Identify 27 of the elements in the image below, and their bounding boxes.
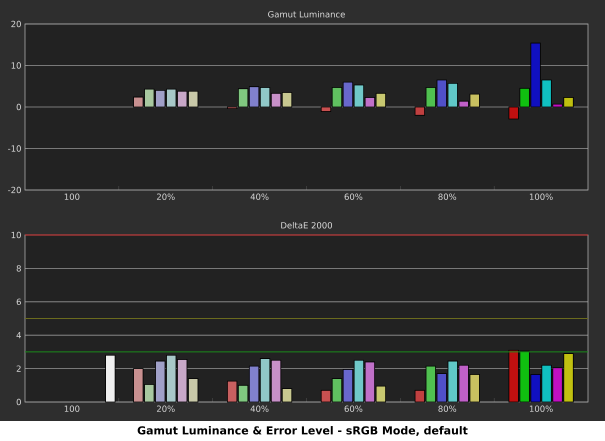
y-tick-label: 10: [12, 232, 21, 238]
x-tick-label: 100%: [530, 194, 553, 200]
x-tick-label: 100%: [530, 406, 553, 412]
y-tick-label: 8: [16, 265, 21, 272]
x-tick-label: 60%: [344, 406, 362, 412]
chart-title: DeltaE 2000: [281, 222, 332, 229]
y-tick-label: 0: [16, 398, 21, 406]
chart-title: Gamut Luminance: [268, 10, 345, 18]
text: Gamut Luminance & Error Level - sRGB Mode, default: [138, 426, 468, 436]
y-tick-label: 10: [12, 62, 21, 69]
x-tick-label: 100: [64, 406, 80, 412]
x-tick-label: 20%: [156, 406, 175, 412]
bar: [105, 354, 116, 402]
y-tick-label: 6: [16, 298, 21, 306]
x-tick-label: 40%: [250, 194, 269, 200]
x-tick-label: 80%: [438, 194, 456, 200]
y-tick-label: 20: [11, 20, 21, 28]
y-tick-label: 4: [16, 332, 21, 338]
x-tick-label: 100: [64, 194, 80, 200]
x-tick-label: 60%: [344, 194, 362, 200]
y-tick-label: 2: [16, 365, 21, 372]
x-tick-label: 40%: [250, 406, 269, 412]
y-tick-label: -10: [8, 145, 21, 152]
x-tick-label: 20%: [156, 194, 175, 200]
y-tick-label: 0: [16, 104, 21, 110]
y-tick-label: -20: [8, 186, 21, 194]
x-tick-label: 80%: [438, 406, 456, 412]
